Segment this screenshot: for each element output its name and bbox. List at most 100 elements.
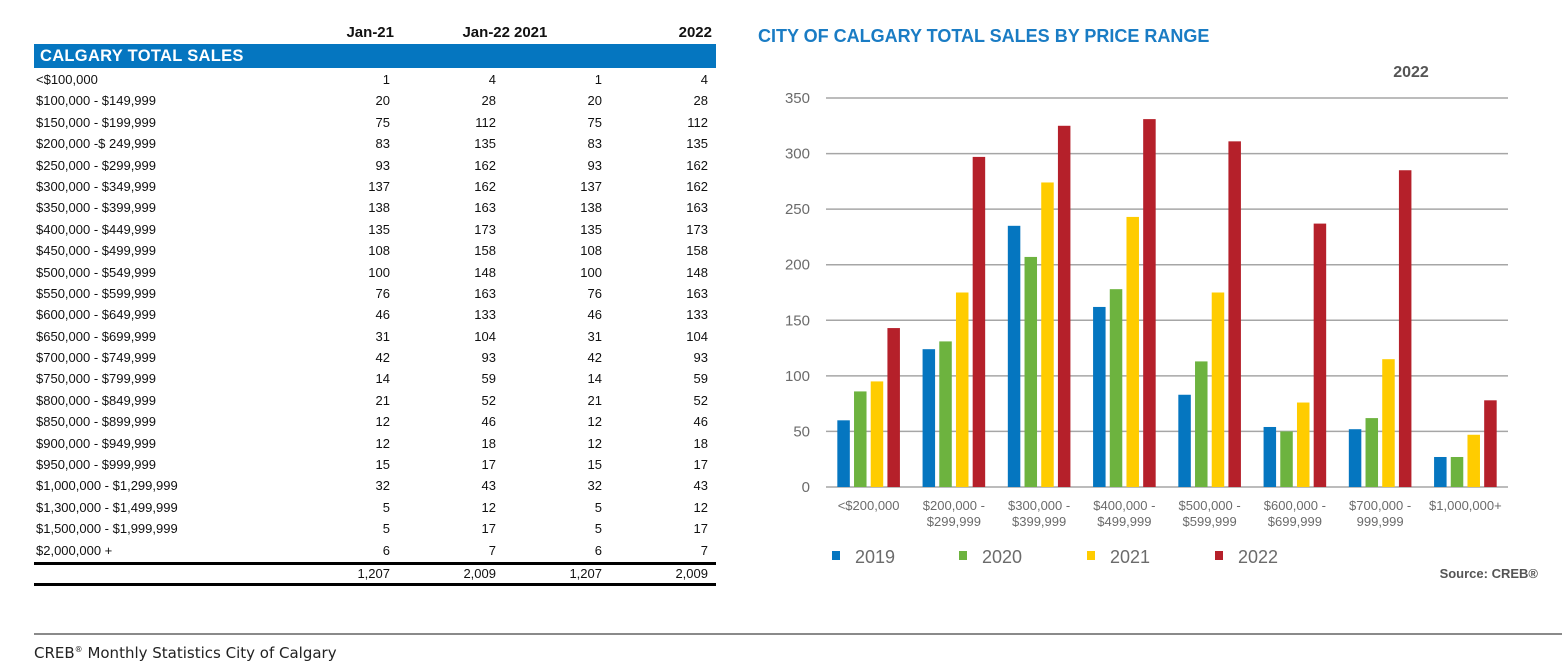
cell-value: 31 (587, 328, 602, 344)
table-row: $750,000 - $799,999 14 59 14 59 (34, 368, 716, 389)
price-range-label: $1,000,000 - $1,299,999 (36, 478, 178, 494)
cell-value: 18 (481, 435, 496, 451)
cell-value: 52 (481, 392, 496, 408)
bar-2022 (1057, 125, 1071, 488)
cell-value: 43 (481, 478, 496, 494)
cell-value: 42 (375, 350, 390, 366)
cell-value: 46 (693, 414, 708, 430)
cell-value: 31 (375, 328, 390, 344)
table-row: $800,000 - $849,999 21 52 21 52 (34, 390, 716, 411)
cell-value: 162 (474, 178, 496, 194)
y-tick-label: 0 (802, 479, 810, 496)
total-rule-top (34, 561, 716, 565)
cell-value: 137 (580, 178, 602, 194)
cell-value: 158 (474, 243, 496, 259)
cell-value: 12 (481, 499, 496, 515)
table-row: $350,000 - $399,999 138 163 138 163 (34, 197, 716, 218)
bar-2020 (1450, 456, 1464, 487)
price-range-label: $300,000 - $349,999 (36, 178, 156, 194)
table-body: <$100,000 1 4 1 4 $100,000 - $149,999 20 28 20 28… (34, 69, 716, 561)
cell-value: 173 (686, 221, 708, 237)
bar-2022 (1313, 223, 1327, 487)
total-row: 1,207 2,009 1,207 2,009 (34, 565, 716, 583)
table-row: $850,000 - $899,999 12 46 12 46 (34, 411, 716, 432)
legend-swatch (959, 551, 967, 560)
total-value: 2,009 (463, 565, 496, 581)
footer-brand: CREB (34, 644, 75, 662)
bar-2019 (1093, 306, 1106, 487)
price-range-label: $800,000 - $849,999 (36, 392, 156, 408)
column-header: Jan-22 (462, 24, 510, 41)
x-tick-label: 999,999 (1357, 514, 1404, 529)
table-row: $650,000 - $699,999 31 104 31 104 (34, 326, 716, 347)
column-header: 2022 (678, 24, 712, 41)
legend-swatch (832, 551, 840, 560)
legend-swatch (1087, 551, 1095, 560)
cell-value: 59 (693, 371, 708, 387)
y-tick-label: 100 (785, 368, 810, 385)
cell-value: 5 (594, 499, 602, 515)
cell-value: 17 (481, 521, 496, 537)
cell-value: 5 (382, 521, 390, 537)
x-tick-label: $400,000 - (1093, 498, 1155, 513)
cell-value: 76 (375, 285, 390, 301)
table-row: $900,000 - $949,999 12 18 12 18 (34, 433, 716, 454)
bar-2022 (887, 328, 900, 487)
legend-swatch (1215, 551, 1223, 560)
table-row: $250,000 - $299,999 93 162 93 162 (34, 155, 716, 176)
legend-label: 2021 (1110, 547, 1150, 567)
section-title: CALGARY TOTAL SALES (34, 44, 716, 68)
x-tick-label: $699,999 (1268, 514, 1322, 529)
cell-value: 32 (587, 478, 602, 494)
cell-value: 28 (481, 93, 496, 109)
price-range-label: $100,000 - $149,999 (36, 93, 156, 109)
cell-value: 15 (375, 457, 390, 473)
price-range-label: $700,000 - $749,999 (36, 350, 156, 366)
cell-value: 135 (580, 221, 602, 237)
cell-value: 108 (580, 243, 602, 259)
price-range-label: $250,000 - $299,999 (36, 157, 156, 173)
cell-value: 59 (481, 371, 496, 387)
cell-value: 43 (693, 478, 708, 494)
cell-value: 93 (481, 350, 496, 366)
cell-value: 138 (368, 200, 390, 216)
cell-value: 4 (700, 72, 708, 87)
bar-2019 (1434, 456, 1447, 487)
table-row: $500,000 - $549,999 100 148 100 148 (34, 262, 716, 283)
price-range-label: $900,000 - $949,999 (36, 435, 156, 451)
y-tick-label: 250 (785, 201, 810, 218)
cell-value: 93 (375, 157, 390, 173)
legend-item: 2021 (1087, 547, 1150, 567)
price-range-label: $2,000,000 + (36, 542, 113, 558)
table-row: $1,500,000 - $1,999,999 5 17 5 17 (34, 518, 716, 539)
bar-2022 (1228, 141, 1241, 488)
cell-value: 18 (693, 435, 708, 451)
cell-value: 21 (375, 392, 390, 408)
cell-value: 83 (587, 136, 602, 152)
cell-value: 163 (474, 285, 496, 301)
bar-2021 (1467, 434, 1480, 487)
cell-value: 52 (693, 392, 708, 408)
legend-item: 2022 (1215, 547, 1278, 567)
cell-value: 46 (375, 307, 390, 323)
cell-value: 163 (474, 200, 496, 216)
bar-2021 (955, 292, 969, 487)
total-value: 1,207 (569, 565, 602, 581)
cell-value: 17 (693, 521, 708, 537)
cell-value: 133 (474, 307, 496, 323)
cell-value: 32 (375, 478, 390, 494)
cell-value: 76 (587, 285, 602, 301)
table-header: Jan-21 Jan-22 2021 2022 (34, 22, 716, 44)
price-range-label: $1,300,000 - $1,499,999 (36, 499, 178, 515)
price-range-label: $400,000 - $449,999 (36, 221, 156, 237)
column-header: 2021 (514, 24, 548, 41)
total-value: 2,009 (675, 565, 708, 581)
cell-value: 112 (687, 114, 708, 130)
bar-2019 (1348, 429, 1362, 487)
bar-2020 (1024, 256, 1038, 487)
legend-label: 2022 (1238, 547, 1278, 567)
cell-value: 173 (474, 221, 496, 237)
chart-title: CITY OF CALGARY TOTAL SALES BY PRICE RAN… (758, 26, 1210, 46)
table-row: $150,000 - $199,999 75 112 75 112 (34, 112, 716, 133)
bar-2019 (1178, 394, 1191, 487)
